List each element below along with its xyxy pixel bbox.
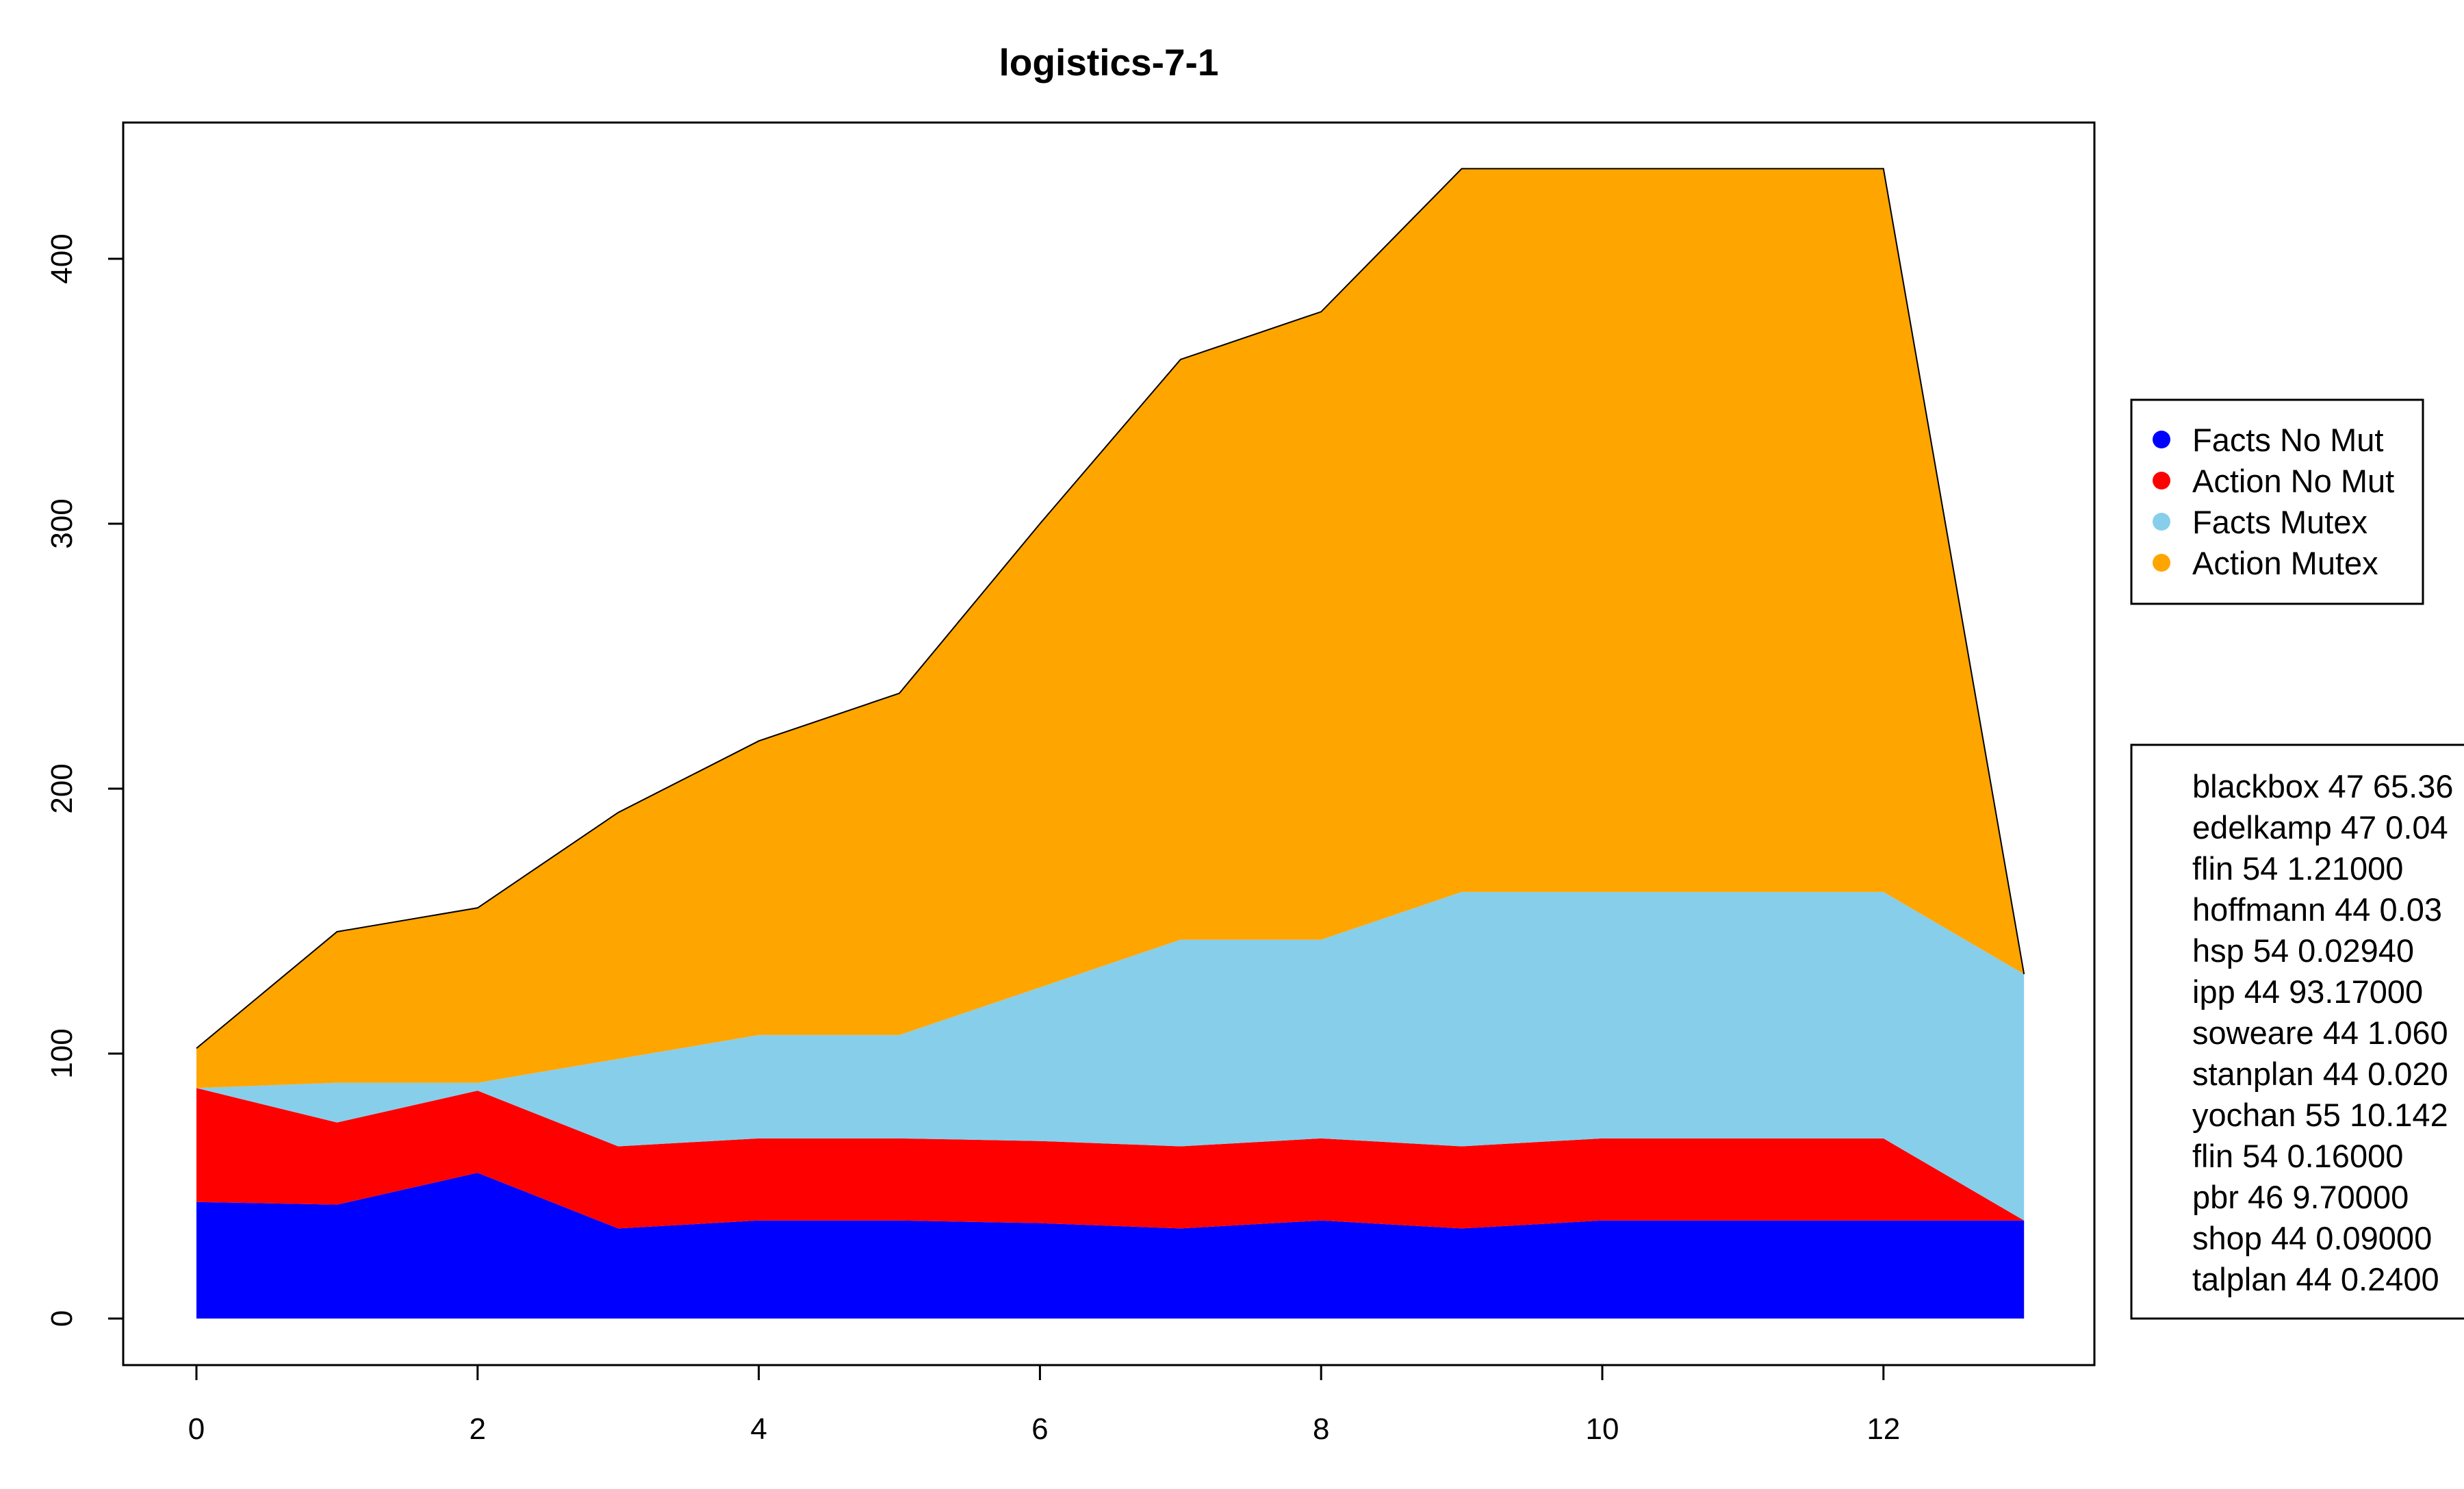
area-facts-no-mut [196,1173,2025,1319]
annotation-line: blackbox 47 65.36 [2192,768,2454,804]
legend-marker [2153,554,2170,572]
y-tick-label: 300 [45,498,79,548]
y-tick-label: 0 [45,1310,79,1327]
area-facts-mutex [196,891,2025,1221]
annotation-line: hoffmann 44 0.03 [2192,891,2442,928]
legend-label: Action Mutex [2192,545,2378,581]
legend-label: Facts No Mut [2192,422,2383,458]
area-series-group [196,168,2025,1319]
x-tick-label: 6 [1031,1412,1048,1446]
annotation-line: pbr 46 9.70000 [2192,1179,2409,1215]
annotation-line: talplan 44 0.2400 [2192,1261,2439,1297]
annotation-line: ipp 44 93.17000 [2192,973,2423,1010]
annotation-line: flin 54 1.21000 [2192,850,2403,887]
y-axis: 0 100 200 300 400 [45,233,125,1327]
annotation-line: yochan 55 10.142 [2192,1097,2448,1133]
y-tick-label: 200 [45,763,79,813]
x-tick-label: 10 [1586,1412,1619,1446]
y-tick-label: 400 [45,233,79,283]
legend-label: Facts Mutex [2192,504,2367,540]
annotation-line: edelkamp 47 0.04 [2192,809,2448,845]
annotation-line: flin 54 0.16000 [2192,1138,2403,1174]
x-tick-label: 2 [470,1412,486,1446]
legend-marker [2153,472,2170,489]
planner-results-box: blackbox 47 65.36 edelkamp 47 0.04 flin 54… [2130,743,2464,1320]
annotation-line: hsp 54 0.02940 [2192,932,2414,969]
legend-label: Action No Mut [2192,463,2394,499]
annotation-line: shop 44 0.09000 [2192,1220,2432,1256]
x-tick-label: 4 [750,1412,767,1446]
x-axis: 0 2 4 6 8 10 12 [188,1364,1900,1446]
annotation-frame [2130,743,2464,1320]
x-tick-label: 12 [1866,1412,1900,1446]
legend-marker [2153,513,2170,531]
legend-box [2130,398,2424,605]
legend: Facts No Mut Action No Mut Facts Mutex Acti… [2130,398,2424,605]
annotation-line: stanplan 44 0.020 [2192,1056,2448,1092]
x-tick-label: 8 [1313,1412,1329,1446]
chart-title: logistics-7-1 [999,41,1219,84]
x-tick-label: 0 [188,1412,205,1446]
annotation-line: soweare 44 1.060 [2192,1015,2448,1051]
area-action-no-mut [196,1088,2025,1229]
plot-frame [122,121,2096,1366]
area-action-mutex [196,168,2025,1089]
stack-top-outline [196,168,2025,1049]
legend-marker [2153,431,2170,448]
y-tick-label: 100 [45,1028,79,1078]
